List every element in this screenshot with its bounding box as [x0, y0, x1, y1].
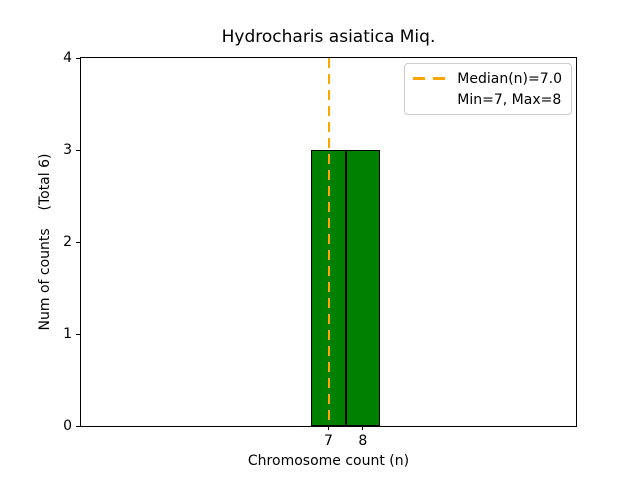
legend-label: Median(n)=7.0 [457, 70, 562, 87]
legend-entry: Median(n)=7.0 [413, 68, 562, 89]
bar-n8 [345, 150, 381, 426]
y-tick-2 [76, 241, 80, 243]
y-tick-0 [76, 425, 80, 427]
x-tick-7 [328, 426, 329, 430]
plot-area: Median(n)=7.0 Min=7, Max=8 7 8 0 1 2 3 4 [63, 50, 577, 449]
empty-marker [413, 98, 447, 101]
y-axis-label: Num of counts (Total 6) [37, 153, 53, 331]
x-tick-8 [362, 426, 364, 430]
legend-entry: Min=7, Max=8 [413, 89, 562, 110]
y-tick-label-1: 1 [63, 326, 72, 342]
y-tick-label-0: 0 [63, 418, 72, 434]
y-tick-4 [76, 57, 80, 59]
x-tick-label-8: 8 [358, 433, 368, 449]
legend-label: Min=7, Max=8 [457, 91, 562, 108]
median-line [327, 58, 330, 426]
dashed-line-icon [413, 77, 448, 80]
x-tick-label-7: 7 [324, 433, 333, 449]
x-axis-label: Chromosome count (n) [247, 453, 410, 469]
legend: Median(n)=7.0 Min=7, Max=8 [404, 63, 572, 115]
y-tick-3 [76, 149, 80, 151]
y-tick-label-4: 4 [63, 50, 72, 66]
y-tick-label-3: 3 [63, 142, 72, 158]
y-tick-label-2: 2 [63, 234, 72, 250]
y-tick-1 [76, 333, 80, 335]
chart-title: Hydrocharis asiatica Miq. [221, 27, 436, 47]
